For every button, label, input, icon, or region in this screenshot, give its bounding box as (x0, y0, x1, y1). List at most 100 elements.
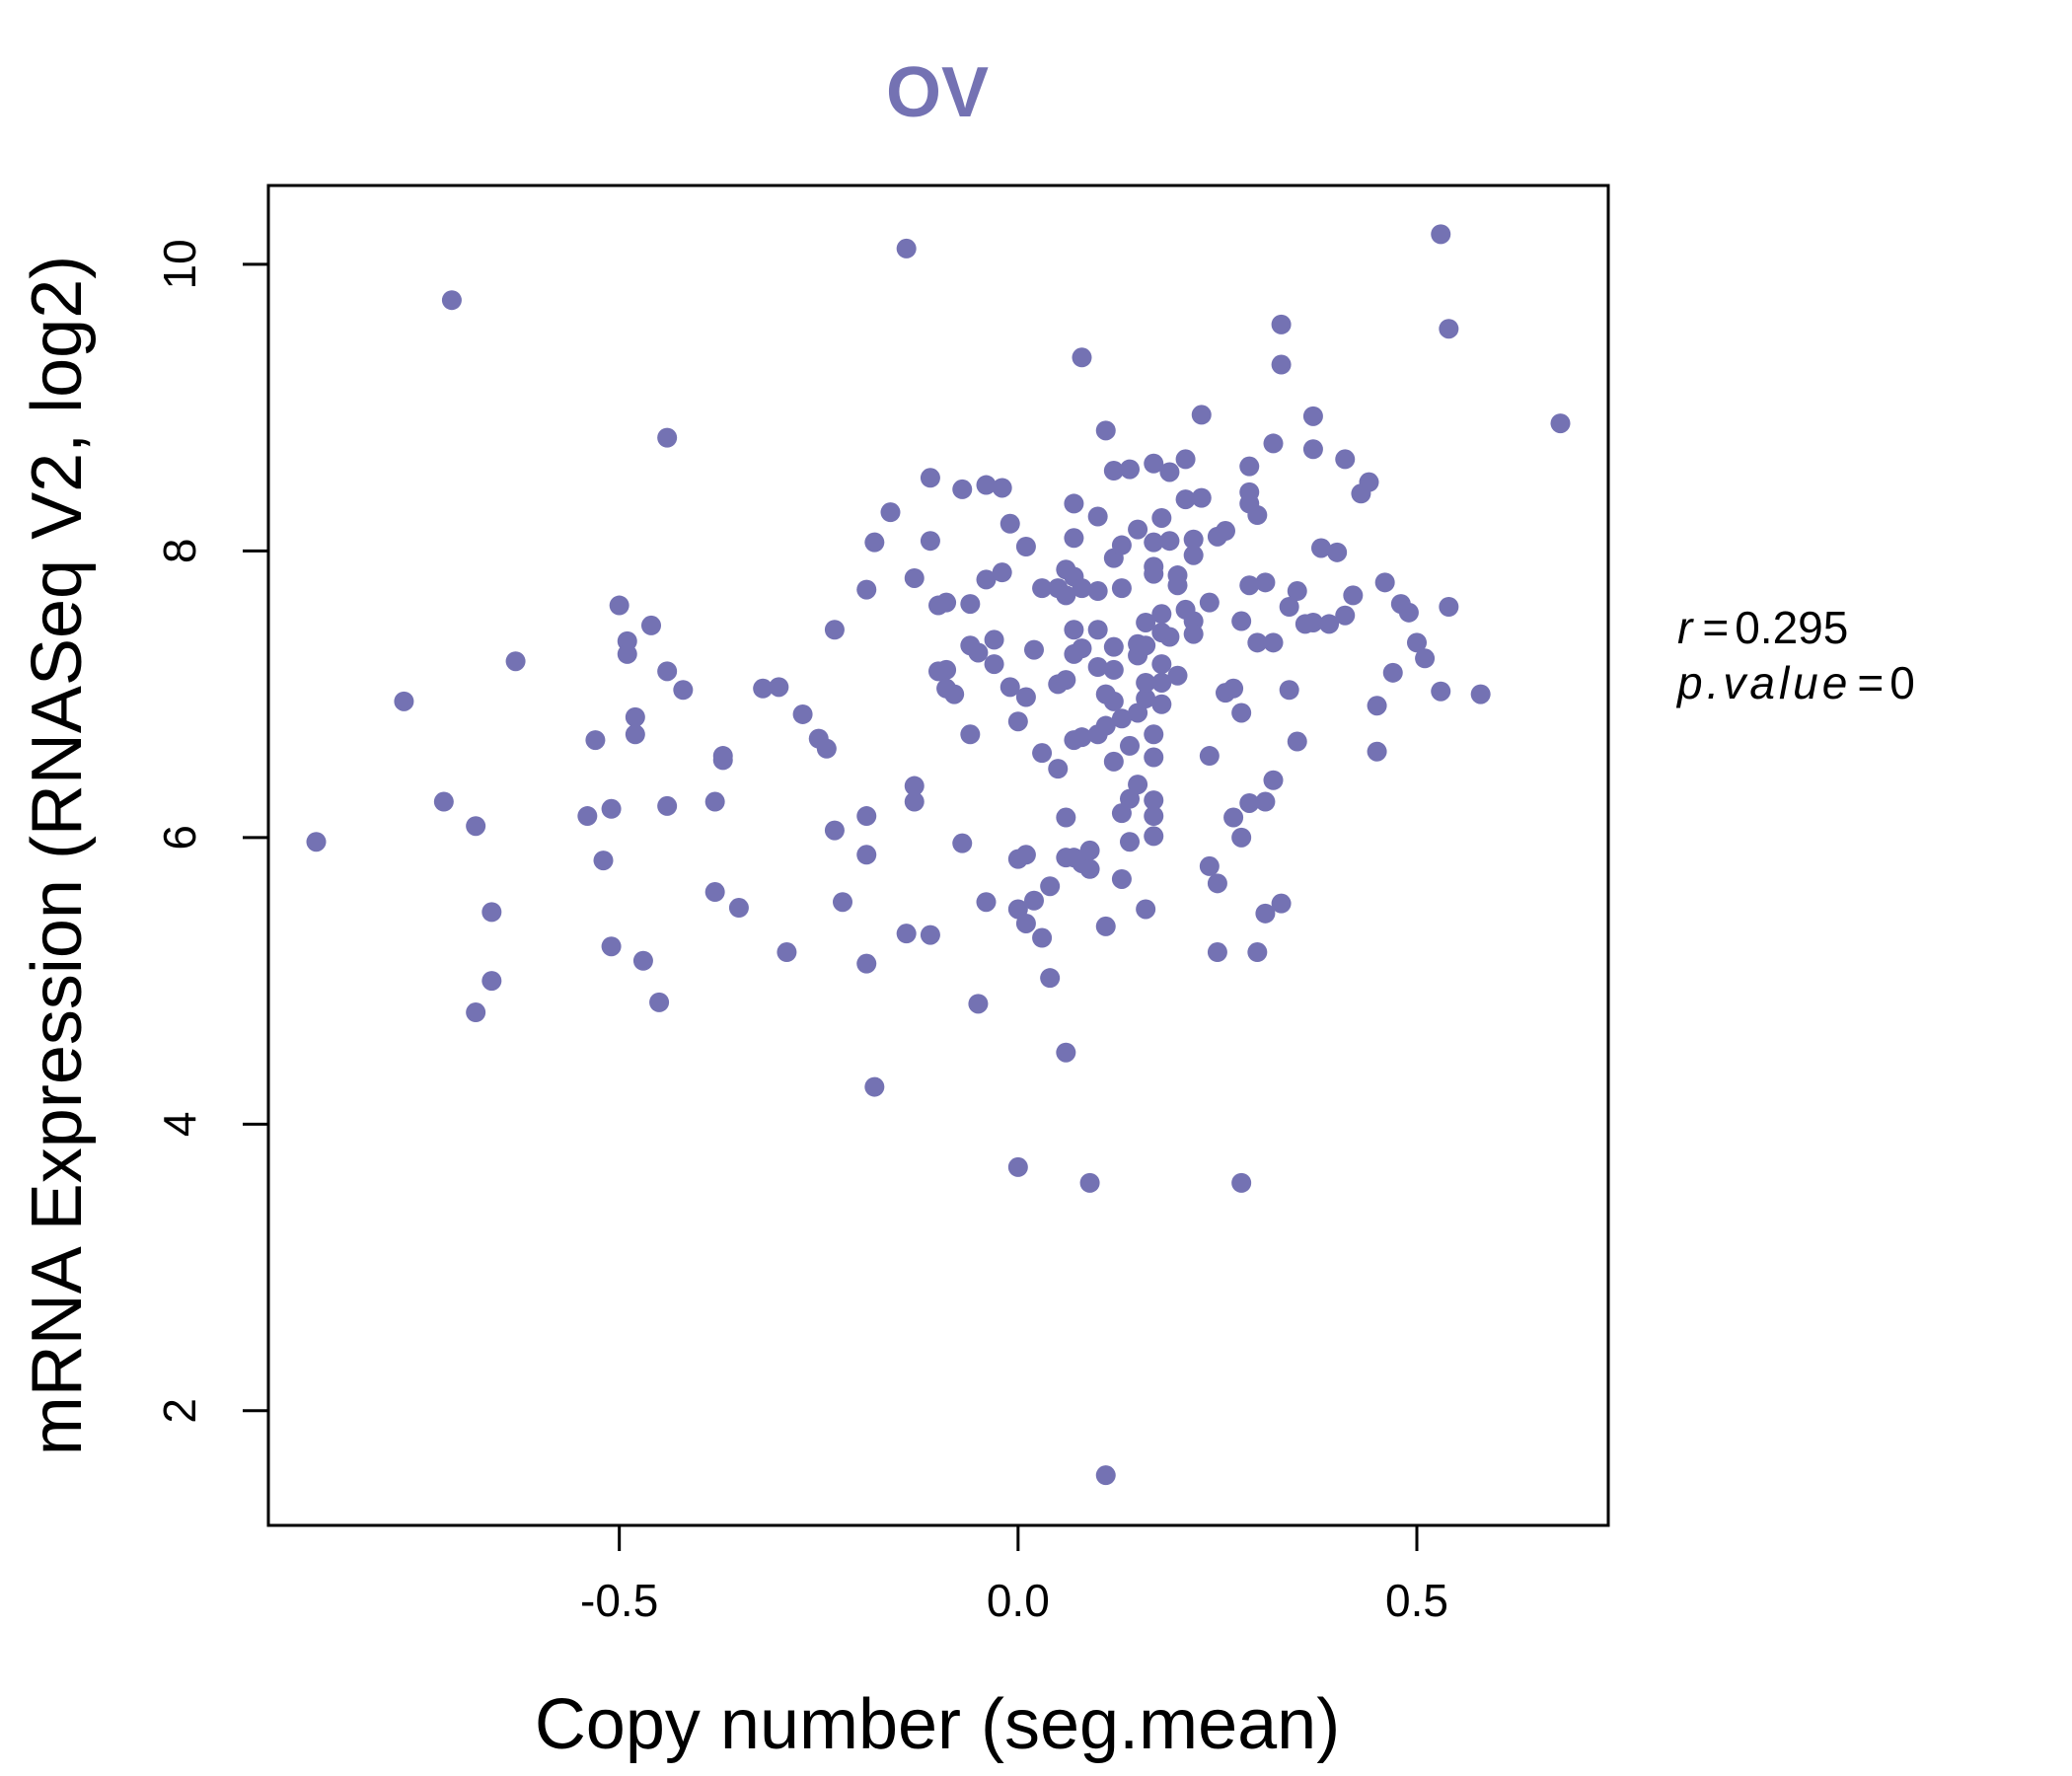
y-axis: 2 4 6 8 10 (154, 239, 268, 1424)
data-point (1239, 575, 1260, 596)
data-point (1207, 942, 1227, 963)
data-point (936, 659, 957, 680)
data-point (712, 746, 733, 767)
data-point (1087, 620, 1108, 640)
data-point (1015, 913, 1036, 933)
data-point (1167, 665, 1188, 686)
data-point (1431, 224, 1451, 245)
data-point (466, 816, 486, 837)
data-point (1439, 319, 1459, 339)
data-point (1255, 903, 1276, 924)
data-point (1159, 531, 1180, 552)
data-point (984, 629, 1004, 650)
data-point (1231, 703, 1252, 723)
data-point (657, 661, 678, 682)
data-point (1398, 602, 1419, 623)
data-point (1103, 636, 1124, 657)
data-point (601, 936, 622, 957)
data-point (944, 684, 965, 704)
data-point (1223, 678, 1244, 699)
plot-frame (266, 184, 1610, 1527)
data-point (704, 882, 725, 903)
x-axis-label: Copy number (seg.mean) (535, 1685, 1340, 1764)
data-point (1144, 790, 1164, 811)
data-point (728, 898, 749, 919)
data-point (992, 478, 1012, 498)
data-point (1343, 585, 1364, 606)
data-point (904, 776, 925, 796)
data-point (1374, 572, 1395, 593)
data-point (1199, 592, 1220, 613)
data-point (1007, 899, 1028, 920)
data-point (1183, 529, 1204, 550)
data-point (1302, 612, 1323, 632)
data-point (1279, 597, 1299, 618)
data-point (1048, 759, 1069, 779)
data-point (1263, 770, 1284, 790)
p-value: 0 (1889, 657, 1915, 708)
data-point (625, 706, 645, 727)
data-point (1056, 807, 1076, 828)
y-tick-label: 2 (154, 1398, 205, 1424)
chart-title: OV (886, 53, 989, 132)
data-point (1255, 791, 1276, 812)
data-point (824, 620, 845, 640)
x-tick-label: 0.0 (987, 1575, 1050, 1626)
data-point (1136, 635, 1156, 656)
data-point (952, 833, 973, 853)
data-point (1199, 746, 1220, 767)
data-point (1024, 639, 1044, 660)
data-point (441, 290, 462, 311)
data-point (1231, 827, 1252, 848)
data-point (1072, 578, 1092, 599)
data-point (1151, 604, 1172, 625)
data-point (1287, 581, 1307, 602)
data-point (1263, 632, 1284, 653)
data-point (952, 479, 973, 499)
data-point (1103, 659, 1124, 680)
data-point (960, 594, 981, 615)
data-point (481, 902, 502, 923)
data-point (1095, 1465, 1116, 1486)
data-point (1128, 519, 1148, 540)
data-point (1415, 648, 1436, 669)
data-point (1327, 542, 1348, 562)
data-point (1407, 632, 1427, 653)
y-tick-label: 6 (154, 825, 205, 851)
data-point (856, 806, 877, 827)
data-point (1087, 657, 1108, 678)
data-point (1024, 890, 1044, 911)
data-point (1095, 715, 1116, 736)
data-point (824, 820, 845, 841)
data-point (753, 678, 774, 699)
data-point (1120, 788, 1140, 809)
data-point (1302, 439, 1323, 460)
data-point (704, 791, 725, 812)
data-point (856, 953, 877, 974)
data-point (1431, 681, 1451, 702)
data-point (960, 724, 981, 745)
data-point (1470, 684, 1491, 704)
data-point (1271, 314, 1292, 334)
x-tick-label: 0.5 (1385, 1575, 1448, 1626)
data-point (1223, 807, 1244, 828)
data-point (1159, 627, 1180, 647)
data-point (976, 569, 997, 590)
data-point (1056, 1042, 1076, 1063)
data-point (777, 942, 797, 963)
data-point (904, 791, 925, 812)
data-point (1199, 855, 1220, 876)
data-point (306, 832, 327, 852)
data-point (864, 1076, 885, 1097)
data-point (1167, 575, 1188, 596)
data-point (1111, 868, 1132, 889)
data-point (1111, 535, 1132, 555)
data-point (1032, 578, 1053, 599)
data-point (1550, 413, 1571, 434)
data-point (1175, 489, 1196, 510)
data-point (1136, 612, 1156, 632)
data-point (904, 567, 925, 588)
data-point (466, 1002, 486, 1023)
data-point (1144, 453, 1164, 474)
